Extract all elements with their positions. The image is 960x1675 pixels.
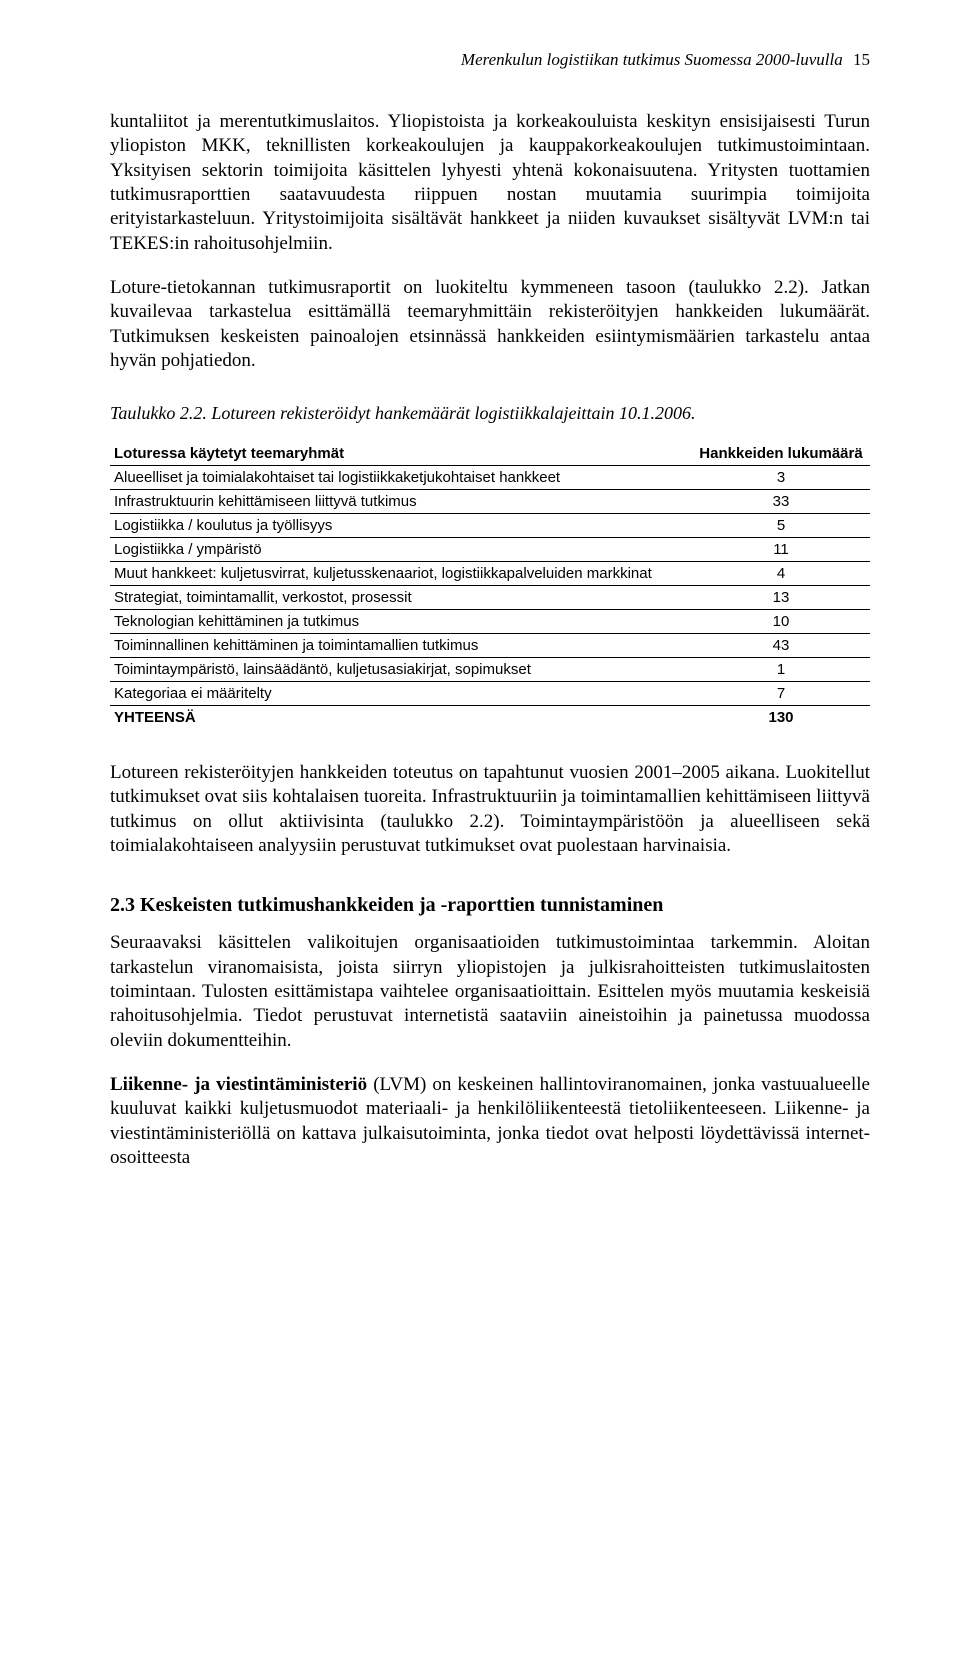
page-container: Merenkulun logistiikan tutkimus Suomessa… <box>0 0 960 1675</box>
table-row: Toimintaympäristö, lainsäädäntö, kuljetu… <box>110 658 870 682</box>
table-cell-value: 13 <box>692 586 870 610</box>
table-row: Kategoriaa ei määritelty 7 <box>110 682 870 706</box>
table-cell-label: Infrastruktuurin kehittämiseen liittyvä … <box>110 490 692 514</box>
paragraph-5: Liikenne- ja viestintäministeriö (LVM) o… <box>110 1073 870 1170</box>
table-total-value: 130 <box>692 706 870 730</box>
table-col1-header: Loturessa käytetyt teemaryhmät <box>110 442 692 466</box>
table-cell-value: 7 <box>692 682 870 706</box>
table-cell-value: 33 <box>692 490 870 514</box>
table-header-row: Loturessa käytetyt teemaryhmät Hankkeide… <box>110 442 870 466</box>
table-cell-label: Strategiat, toimintamallit, verkostot, p… <box>110 586 692 610</box>
table-col2-header: Hankkeiden lukumäärä <box>692 442 870 466</box>
table-cell-value: 10 <box>692 610 870 634</box>
paragraph-2: Loture-tietokannan tutkimusraportit on l… <box>110 276 870 373</box>
table-cell-label: Teknologian kehittäminen ja tutkimus <box>110 610 692 634</box>
paragraph-1: kuntaliitot ja merentutkimuslaitos. Ylio… <box>110 110 870 256</box>
table-cell-label: Kategoriaa ei määritelty <box>110 682 692 706</box>
table-caption: Taulukko 2.2. Lotureen rekisteröidyt han… <box>110 403 870 424</box>
table-row: Alueelliset ja toimialakohtaiset tai log… <box>110 466 870 490</box>
table-cell-label: Toiminnallinen kehittäminen ja toimintam… <box>110 634 692 658</box>
table-cell-label: Muut hankkeet: kuljetusvirrat, kuljetuss… <box>110 562 692 586</box>
table-cell-value: 1 <box>692 658 870 682</box>
running-header: Merenkulun logistiikan tutkimus Suomessa… <box>110 50 870 70</box>
table-cell-label: Logistiikka / ympäristö <box>110 538 692 562</box>
table-cell-label: Toimintaympäristö, lainsäädäntö, kuljetu… <box>110 658 692 682</box>
table-row: Teknologian kehittäminen ja tutkimus 10 <box>110 610 870 634</box>
paragraph-4: Seuraavaksi käsittelen valikoitujen orga… <box>110 931 870 1053</box>
section-heading: 2.3 Keskeisten tutkimushankkeiden ja -ra… <box>110 894 870 917</box>
paragraph-5-lead: Liikenne- ja viestintäministeriö <box>110 1074 367 1095</box>
data-table: Loturessa käytetyt teemaryhmät Hankkeide… <box>110 442 870 729</box>
table-row: Strategiat, toimintamallit, verkostot, p… <box>110 586 870 610</box>
table-cell-label: Alueelliset ja toimialakohtaiset tai log… <box>110 466 692 490</box>
table-row: Logistiikka / ympäristö 11 <box>110 538 870 562</box>
running-title: Merenkulun logistiikan tutkimus Suomessa… <box>461 50 843 69</box>
table-row: Logistiikka / koulutus ja työllisyys 5 <box>110 514 870 538</box>
table-cell-label: Logistiikka / koulutus ja työllisyys <box>110 514 692 538</box>
page-number: 15 <box>853 50 870 69</box>
table-total-label: YHTEENSÄ <box>110 706 692 730</box>
table-row: Muut hankkeet: kuljetusvirrat, kuljetuss… <box>110 562 870 586</box>
table-cell-value: 3 <box>692 466 870 490</box>
table-row: Toiminnallinen kehittäminen ja toimintam… <box>110 634 870 658</box>
table-cell-value: 43 <box>692 634 870 658</box>
paragraph-3: Lotureen rekisteröityjen hankkeiden tote… <box>110 761 870 858</box>
table-row: Infrastruktuurin kehittämiseen liittyvä … <box>110 490 870 514</box>
table-cell-value: 4 <box>692 562 870 586</box>
table-total-row: YHTEENSÄ 130 <box>110 706 870 730</box>
table-cell-value: 5 <box>692 514 870 538</box>
table-cell-value: 11 <box>692 538 870 562</box>
